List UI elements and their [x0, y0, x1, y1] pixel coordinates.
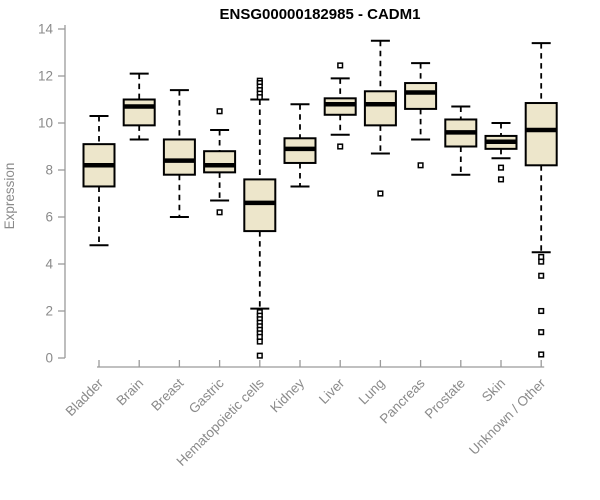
y-tick-label: 14	[38, 22, 54, 37]
y-tick-label: 2	[45, 304, 53, 319]
iqr-box	[404, 82, 438, 110]
outlier-point	[497, 176, 505, 183]
x-category-label-liver: Liver	[316, 375, 348, 407]
x-category-label-breast: Breast	[148, 375, 186, 413]
boxplot-skin	[484, 122, 518, 183]
outlier-point	[337, 62, 344, 69]
outlier-point	[417, 162, 424, 169]
x-category-label-brain: Brain	[113, 376, 146, 409]
boxplot-gastric	[203, 108, 237, 216]
boxplot-prostate	[444, 105, 478, 176]
x-category-label-pancreas: Pancreas	[377, 375, 428, 426]
outlier-point	[538, 329, 545, 336]
outlier-point	[216, 209, 223, 216]
x-category-label-skin: Skin	[479, 376, 508, 405]
outlier-point	[497, 164, 505, 171]
boxplot-lung	[363, 39, 397, 197]
x-category-label-unknown-other: Unknown / Other	[466, 375, 549, 458]
outlier-point	[256, 333, 263, 340]
outlier-point	[256, 94, 263, 101]
y-tick-label: 4	[45, 257, 53, 272]
outlier-point	[538, 307, 545, 315]
x-category-label-prostate: Prostate	[422, 376, 468, 422]
iqr-box	[363, 90, 397, 127]
x-category-label-kidney: Kidney	[267, 375, 307, 415]
y-tick-label: 10	[38, 116, 53, 131]
iqr-box	[203, 150, 237, 174]
outlier-point	[538, 258, 545, 265]
boxplot-liver	[323, 62, 357, 150]
boxplot-hematopoietic-cells	[243, 77, 277, 359]
y-axis-label: Expression	[2, 163, 17, 230]
outlier-point	[538, 351, 545, 358]
y-tick-label: 8	[45, 163, 53, 178]
outlier-point	[538, 272, 545, 279]
boxplot-pancreas	[404, 62, 438, 169]
iqr-box	[524, 102, 558, 167]
outlier-point	[337, 143, 344, 150]
outlier-point	[256, 352, 263, 359]
iqr-box	[162, 138, 196, 176]
y-tick-label: 6	[45, 210, 53, 225]
outlier-point	[538, 253, 545, 260]
outlier-point	[256, 338, 263, 345]
boxplot-breast	[162, 89, 196, 218]
x-category-label-lung: Lung	[356, 376, 388, 408]
outlier-point	[377, 190, 384, 197]
boxplot-bladder	[82, 114, 116, 247]
boxplot-kidney	[283, 103, 317, 188]
chart-title: ENSG00000182985 - CADM1	[220, 6, 421, 23]
boxplot-unknown-other	[524, 42, 558, 358]
y-tick-label: 12	[38, 69, 53, 84]
boxplot-brain	[122, 72, 156, 141]
iqr-box	[122, 98, 156, 127]
iqr-box	[243, 178, 277, 233]
y-tick-label: 0	[45, 351, 53, 366]
x-category-label-bladder: Bladder	[63, 375, 107, 419]
iqr-box	[323, 97, 357, 116]
outlier-point	[216, 108, 223, 115]
